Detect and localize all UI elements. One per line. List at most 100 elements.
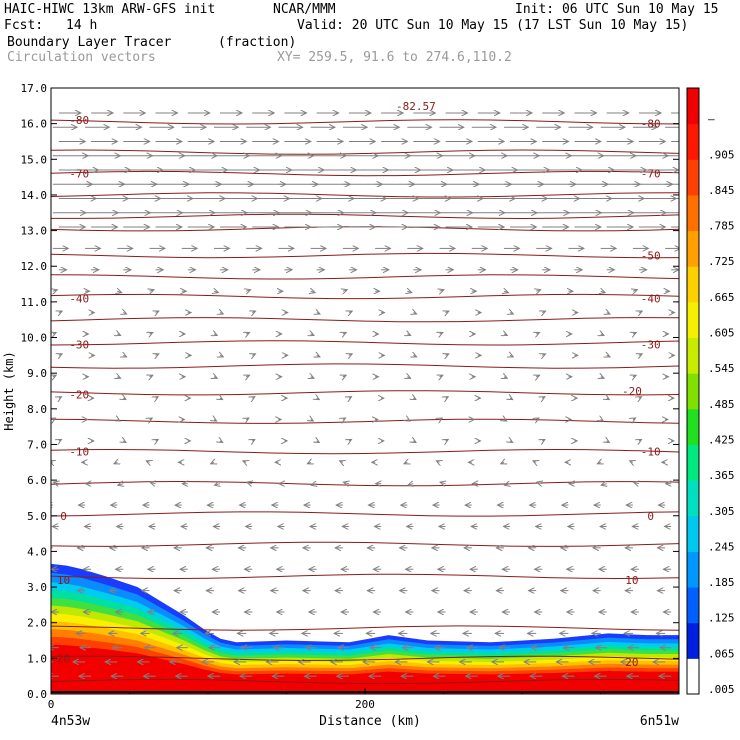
forecast-label: Fcst:	[4, 18, 44, 33]
vector-arrow	[542, 397, 545, 399]
colorbar-swatch	[687, 658, 699, 695]
contour-line-3	[51, 573, 679, 580]
vector-arrow	[349, 397, 352, 399]
circulation-vectors	[51, 113, 679, 676]
colorbar-label: .785	[708, 220, 735, 233]
vector-arrow	[252, 311, 255, 313]
vector-arrow	[607, 441, 610, 443]
vector-arrow	[156, 439, 159, 441]
colorbar-swatch	[687, 480, 699, 517]
y-tick-label: 7.0	[27, 438, 47, 451]
vector-arrow	[117, 291, 121, 293]
colorbar-label: .005	[708, 683, 735, 696]
vector-arrow	[59, 439, 62, 441]
vector-arrow	[117, 420, 120, 422]
vector-arrow	[510, 441, 513, 443]
vector-arrow	[440, 482, 446, 484]
vector-arrow	[607, 313, 610, 315]
vector-arrow	[542, 311, 545, 313]
field-units: (fraction)	[218, 35, 297, 50]
contour-label: 20	[57, 652, 70, 665]
contour-line-8	[51, 418, 679, 424]
vector-arrow	[123, 441, 126, 443]
vector-arrow	[53, 482, 59, 484]
contour-line-15	[51, 252, 679, 259]
vector-arrow	[504, 420, 507, 422]
vector-arrow	[349, 311, 352, 313]
contour-label: 0	[647, 510, 654, 523]
y-tick-label: 13.0	[21, 225, 48, 238]
colorbar-swatch	[687, 159, 699, 196]
y-tick-label: 3.0	[27, 581, 47, 594]
contour-line-12	[51, 317, 679, 323]
field-name: Boundary Layer Tracer	[7, 35, 172, 50]
vector-arrow	[446, 397, 449, 399]
vector-arrow	[510, 313, 513, 315]
vector-arrow	[601, 484, 607, 486]
colorbar-swatch	[687, 408, 699, 445]
contour-line-21	[51, 119, 679, 125]
colorbar-label: .305	[708, 505, 735, 518]
vector-arrow	[246, 418, 249, 420]
contour-line-9	[51, 390, 679, 396]
vector-arrow	[59, 397, 62, 399]
vector-arrow	[446, 311, 449, 313]
vector-arrow	[407, 291, 411, 293]
contour-label: 10	[57, 574, 70, 587]
vector-arrow	[317, 313, 320, 315]
colorbar-frame	[686, 87, 700, 695]
contour-line-10	[51, 363, 679, 369]
vector-arrow	[343, 290, 347, 292]
contour-line-11	[51, 340, 679, 346]
vector-arrow	[343, 375, 346, 377]
vector-arrow	[214, 484, 220, 486]
vector-arrow	[117, 334, 120, 336]
vector-arrow	[504, 377, 507, 379]
vector-arrow	[156, 311, 159, 313]
colorbar-swatch	[687, 123, 699, 160]
y-tick-label: 8.0	[27, 403, 47, 416]
contour-label: -50	[641, 250, 661, 263]
contour-label: -10	[69, 446, 89, 459]
colorbar-swatch	[687, 587, 699, 624]
vector-arrow	[211, 462, 214, 464]
vector-arrow	[311, 484, 317, 486]
vector-arrow	[53, 375, 56, 377]
contour-labels: -80 -80 -70 -70 -50 -40 -40 -30 -30 -20 -20 -10 -10 0…	[57, 114, 661, 669]
colorbar-label: .425	[708, 433, 735, 446]
contour-label: 10	[625, 574, 638, 587]
x-axis-title: Distance (km)	[319, 714, 421, 729]
colorbar-label: .245	[708, 540, 735, 553]
vector-arrow	[413, 313, 416, 315]
y-tick-label: 0.0	[27, 688, 47, 701]
vector-arrow	[407, 377, 410, 379]
vector-arrow	[407, 420, 410, 422]
vector-arrow	[150, 290, 154, 292]
contour-label: -30	[69, 339, 89, 352]
colorbar-label: .485	[708, 398, 735, 411]
contour-line-19	[51, 170, 679, 177]
vector-arrow	[220, 355, 223, 357]
contour-line-6	[51, 480, 679, 487]
vector-arrow	[146, 461, 149, 463]
vector-arrow	[343, 482, 349, 484]
vector-arrow	[214, 334, 217, 336]
y-tick-label: 4.0	[27, 545, 47, 558]
vector-arrow	[59, 311, 62, 313]
vector-arrow	[536, 332, 539, 334]
contour-label: -20	[69, 389, 89, 402]
x-axis: 0 200	[48, 688, 601, 711]
vector-arrow	[601, 420, 604, 422]
y-tick-label: 2.0	[27, 617, 47, 630]
colorbar-label: .545	[708, 362, 735, 375]
vector-arrow	[311, 291, 315, 293]
max-value-label: -82.57	[396, 100, 436, 113]
contour-label: -40	[69, 292, 89, 305]
vector-arrow	[440, 332, 443, 334]
temperature-contours	[51, 119, 679, 685]
colorbar: .005 .065 .125 .185 .245 .305 .365 .425 .485 .545…	[686, 87, 735, 696]
vector-arrow	[214, 420, 217, 422]
vector-arrow	[537, 482, 543, 484]
vector-arrow	[156, 397, 159, 399]
